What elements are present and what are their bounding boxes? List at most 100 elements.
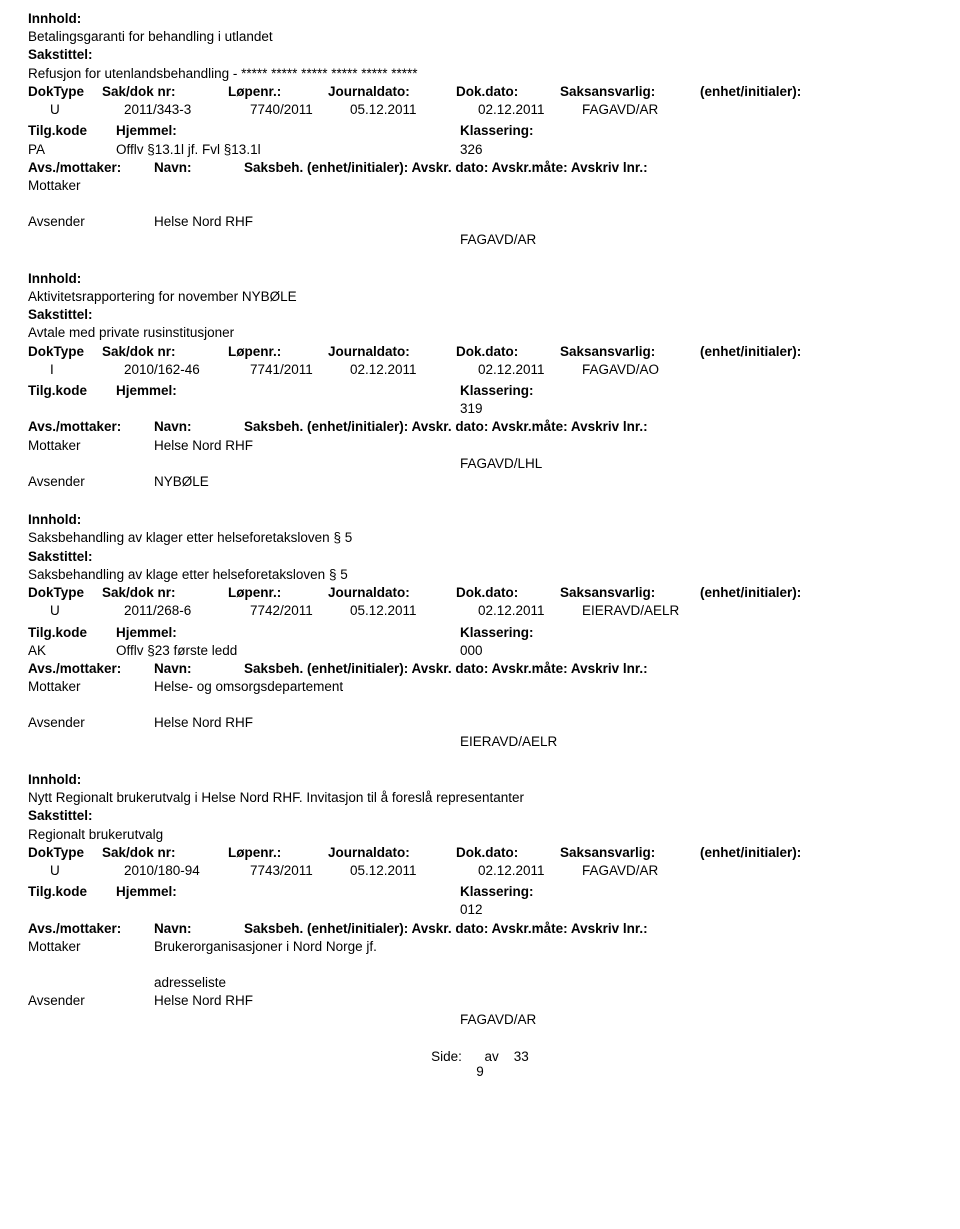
sakstittel-label: Sakstittel: xyxy=(28,46,932,64)
col-journaldato: Journaldato: xyxy=(328,584,456,602)
val-hjemmel xyxy=(116,400,460,418)
col-sakdok: Sak/dok nr: xyxy=(102,343,228,361)
hjemmel-label: Hjemmel: xyxy=(116,625,177,640)
col-enhet: (enhet/initialer): xyxy=(700,844,932,862)
tilg-value-row: PA Offlv §13.1l jf. Fvl §13.1l 326 xyxy=(28,141,932,159)
innhold-text: Nytt Regionalt brukerutvalg i Helse Nord… xyxy=(28,789,932,807)
val-enhet xyxy=(722,361,932,379)
val-enhet xyxy=(722,602,932,620)
col-journaldato: Journaldato: xyxy=(328,83,456,101)
journal-entry: Innhold: Aktivitetsrapportering for nove… xyxy=(28,270,932,492)
tilg-row: Tilg.kode Hjemmel: Klassering: xyxy=(28,122,932,140)
klassering-label: Klassering: xyxy=(460,382,580,400)
page-number: 9 xyxy=(28,1064,932,1079)
val-doktype: I xyxy=(28,361,124,379)
page-footer: Side: av 33 9 xyxy=(28,1049,932,1079)
sakstittel-text: Refusjon for utenlandsbehandling - *****… xyxy=(28,65,932,83)
mottaker-navn: Helse Nord RHF xyxy=(154,437,932,455)
val-enhet xyxy=(722,101,932,119)
val-jdato: 05.12.2011 xyxy=(350,101,478,119)
journal-header-row: DokType Sak/dok nr: Løpenr.: Journaldato… xyxy=(28,343,932,361)
mottaker-row: Mottaker Brukerorganisasjoner i Nord Nor… xyxy=(28,938,932,956)
col-lopenr: Løpenr.: xyxy=(228,584,328,602)
tilg-value-row: 319 xyxy=(28,400,932,418)
innhold-text: Saksbehandling av klager etter helsefore… xyxy=(28,529,932,547)
journal-entry: Innhold: Betalingsgaranti for behandling… xyxy=(28,10,932,250)
journal-value-row: U 2011/268-6 7742/2011 05.12.2011 02.12.… xyxy=(28,602,932,620)
sakstittel-text: Regionalt brukerutvalg xyxy=(28,826,932,844)
col-sakdok: Sak/dok nr: xyxy=(102,584,228,602)
col-doktype: DokType xyxy=(28,83,102,101)
col-saksansvarlig: Saksansvarlig: xyxy=(560,844,700,862)
val-tilg: PA xyxy=(28,141,116,159)
total-pages: 33 xyxy=(514,1049,529,1064)
mottaker-extra-row: adresseliste xyxy=(28,974,932,992)
val-doktype: U xyxy=(28,602,124,620)
sakstittel-label: Sakstittel: xyxy=(28,807,932,825)
val-ddato: 02.12.2011 xyxy=(478,361,582,379)
avsmott-header: Avs./mottaker: Navn: Saksbeh. (enhet/ini… xyxy=(28,159,932,177)
dept-under: FAGAVD/AR xyxy=(28,1011,932,1029)
tilgkode-label: Tilg.kode xyxy=(28,122,116,140)
avsender-row: Avsender Helse Nord RHF xyxy=(28,213,932,231)
col-journaldato: Journaldato: xyxy=(328,343,456,361)
av-label: av xyxy=(484,1049,498,1064)
avsmott-label: Avs./mottaker: xyxy=(28,418,154,436)
val-sakdok: 2010/180-94 xyxy=(124,862,250,880)
avsender-row: Avsender Helse Nord RHF xyxy=(28,992,932,1010)
mottaker-navn xyxy=(154,177,932,195)
hjemmel-label: Hjemmel: xyxy=(116,884,177,899)
val-enhet xyxy=(722,862,932,880)
col-lopenr: Løpenr.: xyxy=(228,343,328,361)
col-dokdato: Dok.dato: xyxy=(456,343,560,361)
innhold-text: Aktivitetsrapportering for november NYBØ… xyxy=(28,288,932,306)
sakstittel-label: Sakstittel: xyxy=(28,306,932,324)
innhold-label: Innhold: xyxy=(28,10,932,28)
avsender-navn: Helse Nord RHF xyxy=(154,992,932,1010)
mottaker-navn: Brukerorganisasjoner i Nord Norge jf. xyxy=(154,938,932,956)
val-jdato: 02.12.2011 xyxy=(350,361,478,379)
avsender-label: Avsender xyxy=(28,714,154,732)
saksbeh-label: Saksbeh. (enhet/initialer): Avskr. dato:… xyxy=(244,418,932,436)
val-doktype: U xyxy=(28,101,124,119)
innhold-text: Betalingsgaranti for behandling i utland… xyxy=(28,28,932,46)
val-ddato: 02.12.2011 xyxy=(478,101,582,119)
val-sakdok: 2011/343-3 xyxy=(124,101,250,119)
tilg-row: Tilg.kode Hjemmel: Klassering: xyxy=(28,883,932,901)
col-doktype: DokType xyxy=(28,584,102,602)
val-klass: 326 xyxy=(460,141,580,159)
col-journaldato: Journaldato: xyxy=(328,844,456,862)
journal-entry: Innhold: Nytt Regionalt brukerutvalg i H… xyxy=(28,771,932,1029)
avsender-navn: Helse Nord RHF xyxy=(154,714,932,732)
val-ddato: 02.12.2011 xyxy=(478,602,582,620)
klassering-label: Klassering: xyxy=(460,624,580,642)
tilg-row: Tilg.kode Hjemmel: Klassering: xyxy=(28,382,932,400)
mottaker-label: Mottaker xyxy=(28,938,154,956)
col-lopenr: Løpenr.: xyxy=(228,83,328,101)
col-dokdato: Dok.dato: xyxy=(456,83,560,101)
mottaker-label: Mottaker xyxy=(28,437,154,455)
navn-label: Navn: xyxy=(154,920,244,938)
avsender-label: Avsender xyxy=(28,213,154,231)
avsender-row: Avsender NYBØLE xyxy=(28,473,932,491)
tilgkode-label: Tilg.kode xyxy=(28,382,116,400)
journal-header-row: DokType Sak/dok nr: Løpenr.: Journaldato… xyxy=(28,584,932,602)
avsmott-header: Avs./mottaker: Navn: Saksbeh. (enhet/ini… xyxy=(28,920,932,938)
val-saks: FAGAVD/AR xyxy=(582,101,722,119)
val-klass: 319 xyxy=(460,400,580,418)
innhold-label: Innhold: xyxy=(28,270,932,288)
avsmott-header: Avs./mottaker: Navn: Saksbeh. (enhet/ini… xyxy=(28,660,932,678)
val-hjemmel xyxy=(116,901,460,919)
val-sakdok: 2010/162-46 xyxy=(124,361,250,379)
col-enhet: (enhet/initialer): xyxy=(700,584,932,602)
innhold-label: Innhold: xyxy=(28,771,932,789)
col-saksansvarlig: Saksansvarlig: xyxy=(560,584,700,602)
avsmott-label: Avs./mottaker: xyxy=(28,660,154,678)
val-lopenr: 7742/2011 xyxy=(250,602,350,620)
saksbeh-label: Saksbeh. (enhet/initialer): Avskr. dato:… xyxy=(244,660,932,678)
document-page: Innhold: Betalingsgaranti for behandling… xyxy=(0,0,960,1099)
col-dokdato: Dok.dato: xyxy=(456,584,560,602)
innhold-label: Innhold: xyxy=(28,511,932,529)
mottaker-navn: Helse- og omsorgsdepartement xyxy=(154,678,932,696)
val-klass: 012 xyxy=(460,901,580,919)
